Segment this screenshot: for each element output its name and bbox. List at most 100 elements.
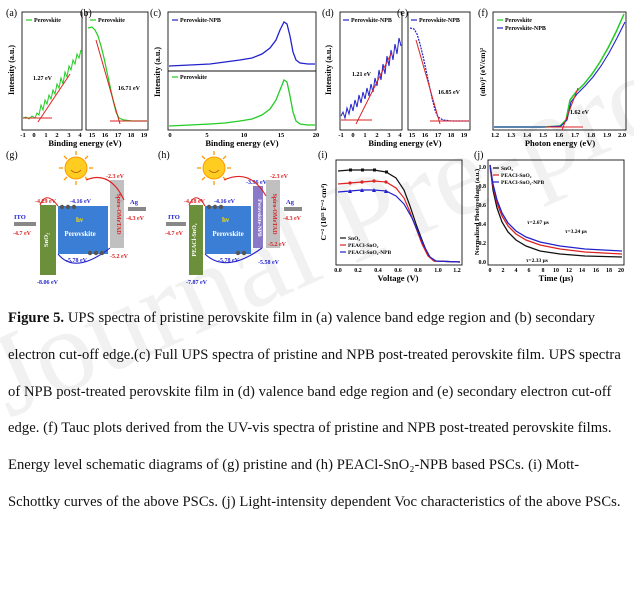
- panel-e-legend: Perovskite-NPB: [419, 18, 460, 24]
- panel-b-annotation: 16.71 eV: [118, 86, 141, 92]
- panel-d-annotation: 1.21 eV: [352, 72, 372, 78]
- figure-5-panels: (a) Intensity (a.u.) Perovskite 1.27 eV …: [6, 8, 627, 286]
- panel-c: (c) Intensity (a.u.) Perovskite-NPB Pero…: [150, 8, 319, 148]
- panel-d-tick: 1: [363, 132, 366, 139]
- panel-a-tick: 3: [67, 132, 71, 139]
- panel-e-tick: 19: [461, 132, 468, 139]
- panel-j-xtick: 10: [553, 268, 559, 274]
- panel-d-tick: -1: [338, 132, 343, 139]
- panel-a-ylabel: Intensity (a.u.): [7, 45, 16, 95]
- panel-j-xtick: 2: [502, 268, 505, 274]
- spiro-lumo-energy: -2.3 eV: [106, 174, 125, 180]
- panel-d: (d) Intensity (a.u.) Perovskite-NPB 1.21…: [322, 8, 403, 139]
- ag-label: Ag: [286, 199, 295, 206]
- panel-f-tick: 1.8: [587, 132, 596, 139]
- panel-e-annotation: 16.85 eV: [438, 90, 461, 96]
- sno2-label: SnO₂: [43, 233, 50, 247]
- panel-j-legend-1: SnO₂: [501, 166, 513, 172]
- panel-f: (f) (αhν)² (eV/cm)² Perovskite Perovskit…: [478, 8, 627, 148]
- panel-f-label: (f): [478, 8, 488, 19]
- perovskite-npb-block: [253, 186, 263, 248]
- panel-i-tick: 0.6: [394, 268, 402, 274]
- panel-c-tick: 15: [278, 132, 285, 139]
- panel-a: (a) Intensity (a.u.) Perovskite 1.27 eV …: [6, 8, 83, 139]
- peacl-sno2-cb-energy: -4.18 eV: [184, 199, 206, 205]
- perovskite-vb-energy: -5.78 eV: [218, 258, 240, 264]
- panel-f-edge-fit: [561, 87, 579, 131]
- panel-f-ylabel: (αhν)² (eV/cm)²: [478, 47, 487, 96]
- spiro-label: Spiro-OMeTAD: [271, 193, 277, 235]
- ito-level: [14, 222, 36, 226]
- panel-b-tick: 16: [102, 132, 109, 139]
- ag-label: Ag: [130, 199, 139, 206]
- panel-b-curve: [87, 26, 147, 122]
- panel-j-ylabel: Normalized Photovoltage (a.u.): [474, 169, 481, 255]
- panel-f-tick: 1.7: [571, 132, 580, 139]
- panel-j-annotation-2: τ=3.24 μs: [565, 229, 587, 235]
- panel-d-tick: 2: [375, 132, 378, 139]
- spiro-homo-energy: -5.2 eV: [268, 242, 287, 248]
- panel-d-tick: 3: [387, 132, 391, 139]
- perovskite-cb-energy: -4.16 eV: [70, 199, 92, 205]
- panel-g: (g) ITO -4.7 eV SnO₂ -4.29 eV -8.06 eV: [6, 150, 146, 286]
- panel-j-ytick: 1.0: [479, 165, 487, 171]
- panel-c-tick: 20: [313, 132, 320, 139]
- panel-j-ytick: 0.4: [479, 222, 487, 228]
- ag-energy: -4.3 eV: [126, 216, 145, 222]
- panel-b-edge-fit: [95, 39, 121, 125]
- spiro-block: [110, 180, 124, 248]
- panel-b-frame: [85, 11, 149, 131]
- panel-i-tick: 0.4: [374, 268, 382, 274]
- panel-j-legend-2: PEACl-SnO₂: [501, 173, 532, 179]
- panel-f-frame: [492, 11, 627, 131]
- sun-icon: [59, 151, 93, 185]
- panel-i-tick: 0.2: [354, 268, 362, 274]
- sno2-vb-energy: -8.06 eV: [37, 280, 59, 286]
- panel-a-frame: [21, 11, 83, 131]
- panel-i-legend-1: SnO₂: [348, 236, 360, 242]
- peacl-sno2-block: [189, 205, 203, 275]
- panel-a-tick: -1: [20, 132, 25, 139]
- ag-level: [128, 207, 146, 211]
- panel-i: (i) C⁻² (10¹⁵ F⁻² cm⁴) SnO₂ PEACl-SnO₂ P…: [318, 150, 463, 283]
- panel-f-curve-npb: [494, 21, 626, 128]
- spiro-homo-energy: -5.2 eV: [110, 254, 129, 260]
- panel-a-annotation: 1.27 eV: [33, 76, 53, 82]
- panel-h: (h) ITO -4.7 eV PEACl-SnO₂ -4.18 eV -7.8…: [158, 150, 302, 286]
- recombination-arrow-top: [85, 176, 125, 201]
- figure-caption-label: Figure 5.: [8, 310, 65, 326]
- npb-cb-energy: -3.96 eV: [246, 180, 268, 186]
- panel-e-label: (e): [397, 8, 408, 19]
- panel-f-tick: 1.2: [491, 132, 499, 139]
- perovskite-npb-label: Perovskite-NPB: [256, 199, 262, 237]
- hv-label: hν: [222, 216, 230, 224]
- panel-c-curve-pristine: [168, 79, 315, 127]
- panel-a-legend: Perovskite: [34, 18, 61, 24]
- sno2-block: [40, 205, 56, 275]
- panel-j-ytick: 0.2: [479, 241, 487, 247]
- ag-energy: -4.3 eV: [283, 216, 302, 222]
- panel-j-xlabel: Time (μs): [539, 273, 574, 283]
- panel-g-label: (g): [6, 150, 18, 161]
- panel-j-xtick: 14: [579, 268, 585, 274]
- panel-d-curve: [340, 37, 402, 120]
- panel-e-tick: 16: [422, 132, 429, 139]
- ito-level: [166, 222, 186, 226]
- panel-a-curve: [22, 49, 82, 120]
- panel-f-tick: 1.5: [539, 132, 548, 139]
- panel-j-ytick: 0.6: [479, 203, 487, 209]
- panel-j-xtick: 16: [593, 268, 599, 274]
- panel-f-tick: 1.4: [523, 132, 532, 139]
- panel-e: (e) Perovskite-NPB 16.85 eV 15 16 17 18 …: [368, 8, 471, 148]
- panel-j-curve-npb: [489, 164, 623, 252]
- panel-i-legend-3: PEACl-SnO₂-NPB: [348, 250, 392, 256]
- panel-c-tick: 10: [241, 132, 248, 139]
- panel-j-label: (j): [474, 150, 483, 161]
- panel-c-legend-bottom: Perovskite: [180, 75, 207, 81]
- panel-c-ylabel: Intensity (a.u.): [153, 47, 162, 97]
- panel-e-curve: [409, 27, 469, 122]
- electron-transfer-arrow: [188, 197, 206, 207]
- panel-f-tick: 1.9: [603, 132, 612, 139]
- spiro-block: [266, 180, 280, 248]
